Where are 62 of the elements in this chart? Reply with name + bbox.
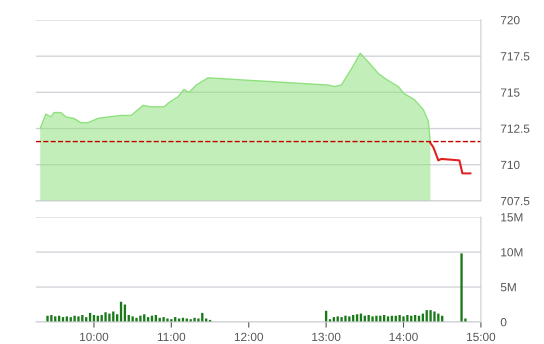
bar (112, 311, 114, 322)
bar (58, 316, 60, 322)
bar (50, 314, 53, 322)
bar (201, 312, 204, 322)
bar (429, 310, 432, 322)
bar (398, 314, 401, 322)
bar (124, 304, 126, 322)
bar (352, 314, 354, 322)
bar (441, 316, 444, 322)
bar (170, 319, 172, 322)
bar (368, 314, 370, 322)
bar (81, 314, 84, 322)
x-tick-label: 11:00 (158, 332, 186, 342)
x-tick-label: 15:00 (467, 332, 496, 342)
bar (73, 316, 76, 322)
bar (332, 317, 336, 322)
y-tick-label: 707.5 (500, 196, 530, 206)
bar (139, 316, 142, 322)
bar (131, 316, 134, 322)
y-tick-label: 10M (501, 248, 522, 256)
bar (414, 314, 416, 322)
bar (379, 316, 382, 322)
x-tick-label: 10:00 (80, 332, 108, 342)
bar (70, 317, 72, 322)
bar (364, 316, 366, 322)
bar (96, 316, 99, 322)
bar (154, 314, 158, 322)
y-tick-label: 717.5 (500, 52, 530, 61)
bar (348, 316, 350, 322)
y-tick-label: 715 (500, 88, 520, 97)
bar (190, 319, 192, 322)
line-series (429, 142, 472, 174)
bar (383, 314, 386, 322)
bar (146, 317, 150, 322)
bar (174, 317, 176, 322)
x-tick-label: 12:00 (234, 332, 264, 342)
bar (340, 317, 343, 322)
bar (324, 310, 328, 322)
y-tick-label: 0 (500, 318, 506, 326)
bar (406, 314, 409, 322)
y-tick-label: 712.5 (500, 124, 530, 133)
bar (426, 310, 428, 322)
x-tick-label: 14:00 (390, 332, 418, 342)
bar (66, 316, 68, 322)
y-tick-label: 15M (501, 213, 522, 222)
bar (422, 314, 424, 322)
bar (336, 316, 339, 322)
bar (437, 314, 440, 322)
bar (143, 314, 146, 322)
bar (394, 316, 397, 322)
y-tick-label: 710 (500, 160, 520, 170)
bar (186, 318, 188, 322)
y-tick-label: 5M (500, 283, 516, 292)
bar (390, 316, 394, 322)
y-tick-label: 720 (500, 16, 520, 24)
bar (100, 314, 103, 322)
bar (54, 316, 56, 322)
bar (410, 316, 412, 322)
x-tick-label: 13:00 (312, 332, 340, 342)
bar (85, 317, 88, 322)
bar (158, 318, 161, 322)
bar (162, 317, 165, 322)
